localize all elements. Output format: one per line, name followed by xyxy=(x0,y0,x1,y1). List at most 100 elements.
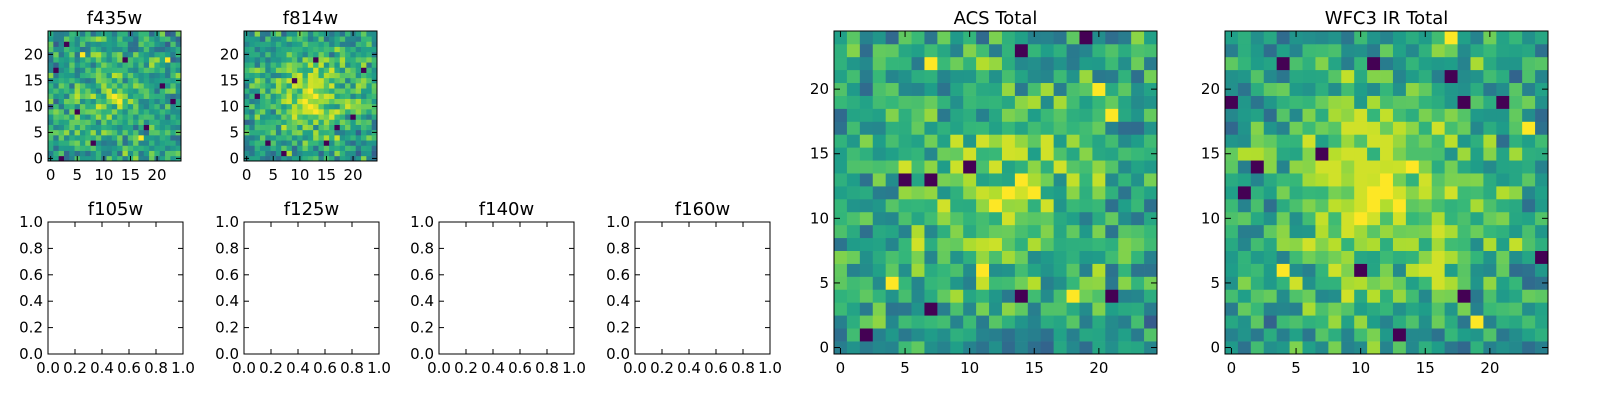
heatmap-cell xyxy=(1066,134,1080,148)
heatmap-cell xyxy=(885,198,899,213)
heatmap-cell xyxy=(1418,198,1433,213)
heatmap-cell xyxy=(286,109,293,115)
heatmap-cell xyxy=(323,109,330,115)
heatmap-cell xyxy=(911,186,925,200)
heatmap-cell xyxy=(329,46,335,53)
heatmap-cell xyxy=(281,88,287,94)
axes-frame xyxy=(634,221,771,355)
heatmap-cell xyxy=(1263,328,1278,342)
heatmap-cell xyxy=(345,57,351,63)
heatmap-cell xyxy=(313,36,319,42)
heatmap-cell xyxy=(106,129,113,136)
heatmap-cell xyxy=(1405,56,1420,71)
heatmap-cell xyxy=(170,83,177,89)
heatmap-cell xyxy=(149,155,155,162)
heatmap-cell xyxy=(265,41,271,47)
heatmap-cell xyxy=(1367,315,1381,329)
heatmap-cell xyxy=(1105,147,1119,161)
heatmap-cell xyxy=(1276,95,1290,109)
heatmap-cell xyxy=(345,62,351,68)
heatmap-cell xyxy=(1354,69,1368,84)
heatmap-cell xyxy=(270,51,277,58)
heatmap-cell xyxy=(133,109,139,115)
heatmap-cell xyxy=(859,31,874,45)
heatmap-cell xyxy=(1237,224,1252,239)
axes-frame xyxy=(833,30,1158,355)
heatmap-cell xyxy=(249,150,255,157)
heatmap-cell xyxy=(1418,341,1433,355)
heatmap-cell xyxy=(937,160,951,174)
x-tick-label: 20 xyxy=(1480,359,1499,377)
heatmap-cell xyxy=(1001,69,1016,84)
heatmap-cell xyxy=(1066,82,1080,96)
heatmap-cell xyxy=(297,103,303,110)
heatmap-cell xyxy=(1066,211,1080,226)
heatmap-cell xyxy=(117,83,123,89)
heatmap-cell xyxy=(58,67,65,73)
heatmap-cell xyxy=(334,114,341,120)
heatmap-cell xyxy=(1354,134,1368,148)
heatmap-cell xyxy=(911,276,925,290)
heatmap-cell xyxy=(963,31,977,45)
heatmap-cell xyxy=(1237,302,1252,316)
heatmap-cell xyxy=(85,88,91,94)
heatmap-cell xyxy=(286,83,293,89)
heatmap-cell xyxy=(1315,224,1329,239)
heatmap-cell xyxy=(1144,160,1158,174)
heatmap-cell xyxy=(170,77,177,84)
heatmap-cell xyxy=(1328,341,1342,355)
heatmap-cell xyxy=(265,31,271,37)
heatmap-cell xyxy=(1496,108,1510,122)
heatmap-cell xyxy=(1302,328,1316,342)
heatmap-cell xyxy=(249,98,255,105)
heatmap-cell xyxy=(366,114,373,120)
heatmap-cell xyxy=(1328,69,1342,84)
heatmap-cell xyxy=(1105,198,1119,213)
heatmap-cell xyxy=(133,77,139,84)
heatmap-cell xyxy=(1092,341,1106,355)
heatmap-cell xyxy=(989,69,1003,84)
heatmap-cell xyxy=(1014,95,1029,109)
heatmap-cell xyxy=(1341,237,1355,251)
heatmap-cell xyxy=(1131,56,1145,71)
heatmap-cell xyxy=(1315,134,1329,148)
heatmap-cell xyxy=(1118,95,1132,109)
heatmap-cell xyxy=(1001,134,1016,148)
heatmap-cell xyxy=(361,135,367,141)
heatmap-cell xyxy=(1496,43,1510,58)
heatmap-cell xyxy=(846,147,861,161)
heatmap-cell xyxy=(1328,173,1342,187)
heatmap-cell xyxy=(1014,82,1029,96)
heatmap-cell xyxy=(1040,108,1054,122)
heatmap-cell xyxy=(846,56,861,71)
heatmap-cell xyxy=(846,237,861,251)
heatmap-cell xyxy=(1276,289,1290,303)
x-tick-label: 0.0 xyxy=(427,359,451,377)
heatmap-cell xyxy=(872,289,887,303)
heatmap-cell xyxy=(281,114,287,120)
heatmap-cell xyxy=(1380,56,1394,71)
heatmap-cell xyxy=(911,198,925,213)
heatmap-cell xyxy=(143,140,150,146)
x-tick-label: 0 xyxy=(242,166,252,184)
heatmap-cell xyxy=(1027,276,1042,290)
heatmap-cell xyxy=(355,98,362,105)
heatmap-cell xyxy=(270,124,277,131)
heatmap-cell xyxy=(318,93,325,99)
heatmap-cell xyxy=(1302,263,1316,277)
heatmap-cell xyxy=(1040,289,1054,303)
heatmap-cell xyxy=(265,114,271,120)
heatmap-cell xyxy=(859,224,874,239)
heatmap-cell xyxy=(1014,147,1029,161)
heatmap-cell xyxy=(286,51,293,58)
heatmap-cell xyxy=(1225,237,1239,251)
heatmap-cell xyxy=(1354,121,1368,135)
heatmap-cell xyxy=(1014,173,1029,187)
heatmap-cell xyxy=(355,83,362,89)
y-tick-label: 0.8 xyxy=(19,239,43,257)
heatmap-cell xyxy=(133,114,139,120)
heatmap-cell xyxy=(165,135,171,141)
heatmap-cell xyxy=(133,67,139,73)
heatmap-cell xyxy=(127,67,134,73)
heatmap-cell xyxy=(989,121,1003,135)
